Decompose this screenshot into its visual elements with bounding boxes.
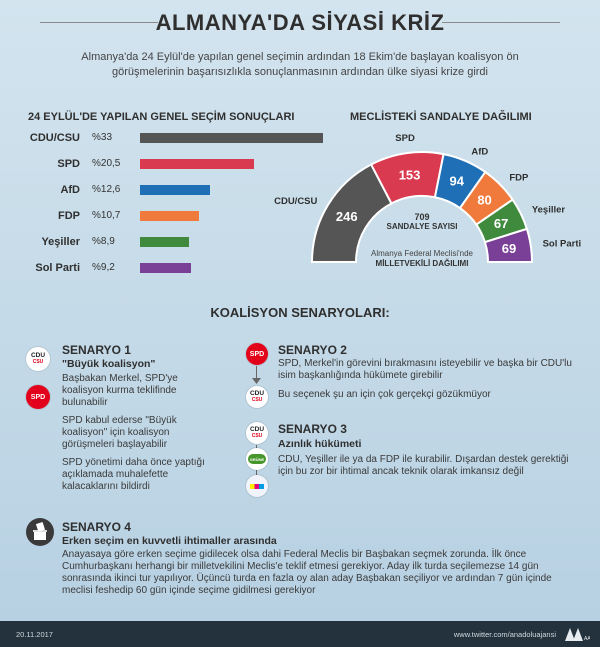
fdp-logo bbox=[246, 475, 268, 497]
scenario-1-subtitle: "Büyük koalisyon" bbox=[62, 358, 156, 370]
seat-total-label: SANDALYE SAYISI bbox=[386, 222, 458, 231]
scenario-3-subtitle: Azınlık hükümeti bbox=[278, 438, 362, 450]
page-title: ALMANYA'DA SİYASİ KRİZ bbox=[155, 10, 445, 35]
bar-percent-label: %9,2 bbox=[92, 262, 115, 273]
scenario-1-text-3: SPD yönetimi daha önce yaptığı açıklamad… bbox=[62, 457, 205, 492]
seat-value-label: 153 bbox=[399, 167, 421, 182]
footer-date: 20.11.2017 bbox=[16, 630, 53, 639]
gruene-logo: GRÜNE bbox=[246, 448, 268, 470]
bar-party-label: Yeşiller bbox=[41, 236, 80, 248]
bar-mark bbox=[140, 185, 210, 195]
spd-logo-text: SPD bbox=[30, 393, 46, 401]
cdu-csu-logo: CDU CSU bbox=[26, 347, 50, 371]
seat-party-label: SPD bbox=[395, 133, 415, 144]
parliament-heading: MECLİSTEKİ SANDALYE DAĞILIMI bbox=[350, 111, 532, 123]
seat-party-label: AfD bbox=[471, 147, 488, 158]
csu-logo-text: CSU bbox=[32, 359, 44, 365]
bar-row: Yeşiller %8,9 bbox=[26, 235, 316, 251]
bar-mark bbox=[140, 263, 192, 273]
scenario-2-csu-logo-text: CSU bbox=[251, 397, 263, 403]
seat-value-label: 80 bbox=[477, 193, 491, 208]
scenario-2-text-1: SPD, Merkel'in görevini bırakmasını iste… bbox=[278, 358, 572, 381]
scenario-2-spd-logo-text: SPD bbox=[249, 350, 265, 358]
bar-mark bbox=[140, 159, 254, 169]
scenario-2-cdu-logo-text: CDU bbox=[249, 390, 265, 397]
scenario-3-title: SENARYO 3 bbox=[278, 422, 347, 436]
arrow-down-icon bbox=[252, 378, 261, 384]
agency-logo-text: AA bbox=[584, 636, 590, 642]
scenario-3-cdu-logo: CDU CSU bbox=[246, 422, 268, 444]
scenario-2-title: SENARYO 2 bbox=[278, 343, 347, 357]
bar-percent-label: %33 bbox=[92, 132, 113, 143]
bar-party-label: AfD bbox=[60, 184, 80, 196]
cdu-logo-text: CDU bbox=[30, 352, 46, 359]
election-heading: 24 EYLÜL'DE YAPILAN GENEL SEÇİM SONUÇLAR… bbox=[28, 111, 295, 123]
seat-total-number: 709 bbox=[414, 212, 430, 222]
title-rule-left bbox=[40, 22, 158, 23]
bar-percent-label: %8,9 bbox=[92, 236, 115, 247]
scenario-2-text-2: Bu seçenek şu an için çok gerçekçi gözük… bbox=[278, 389, 491, 400]
bar-party-label: CDU/CSU bbox=[29, 132, 80, 144]
scenario-4-subtitle: Erken seçim en kuvvetli ihtimaller arası… bbox=[62, 535, 277, 547]
seat-note-line1: Almanya Federal Meclisi'nde bbox=[370, 249, 473, 258]
scenario-4-title: SENARYO 4 bbox=[62, 520, 131, 534]
bar-mark bbox=[140, 211, 200, 221]
seat-note-line2: MİLLETVEKİLİ DAĞILIMI bbox=[375, 259, 469, 268]
scenarios-heading: KOALİSYON SENARYOLARI: bbox=[210, 305, 390, 320]
bar-party-label: FDP bbox=[58, 210, 80, 222]
seat-party-label: Sol Parti bbox=[543, 239, 582, 250]
seat-party-label: CDU/CSU bbox=[274, 196, 317, 207]
seat-value-label: 94 bbox=[449, 174, 464, 189]
scenario-3-csu-logo-text: CSU bbox=[251, 433, 263, 439]
scenario-4-text: Anayasaya göre erken seçime gidilecek ol… bbox=[62, 549, 552, 596]
bar-row: FDP %10,7 bbox=[26, 209, 316, 225]
page-subtitle: Almanya'da 24 Eylül'de yapılan genel seç… bbox=[81, 51, 519, 78]
bar-row: Sol Parti %9,2 bbox=[26, 261, 316, 277]
spd-logo: SPD bbox=[26, 385, 50, 409]
seat-value-label: 246 bbox=[336, 209, 358, 224]
footer-bar: 20.11.2017 www.twitter.com/anadoluajansi… bbox=[0, 621, 600, 647]
ballot-box-icon bbox=[26, 518, 54, 546]
scenario-2-spd-logo: SPD bbox=[246, 343, 268, 365]
anadolu-agency-logo-icon: AA bbox=[565, 628, 590, 642]
bar-row: CDU/CSU %33 bbox=[26, 131, 323, 147]
seat-party-label: FDP bbox=[509, 173, 529, 184]
seat-distribution-chart: 246 CDU/CSU 153 SPD 94 AfD 80 FDP 67 Yeşiller 69 So… bbox=[274, 133, 582, 263]
scenario-1-text-2: SPD kabul ederse "Büyük koalisyon" için … bbox=[62, 415, 177, 450]
bar-percent-label: %20,5 bbox=[92, 158, 121, 169]
title-rule-right bbox=[442, 22, 560, 23]
bar-party-label: Sol Parti bbox=[35, 262, 80, 274]
seat-value-label: 69 bbox=[502, 241, 516, 256]
seat-party-label: Yeşiller bbox=[532, 204, 566, 215]
scenario-1-text-1: Başbakan Merkel, SPD'ye koalisyon kurma … bbox=[62, 373, 178, 408]
gruene-logo-text: GRÜNE bbox=[249, 456, 265, 462]
bar-mark bbox=[140, 237, 190, 247]
bar-row: AfD %12,6 bbox=[26, 183, 316, 199]
scenario-3-cdu-logo-text: CDU bbox=[249, 426, 265, 433]
seat-value-label: 67 bbox=[494, 216, 508, 231]
scenario-3-text: CDU, Yeşiller ile ya da FDP ile kurabili… bbox=[278, 454, 569, 477]
bar-party-label: SPD bbox=[57, 158, 80, 170]
scenario-2-arrow-line bbox=[256, 366, 257, 380]
seat-segment bbox=[483, 227, 534, 263]
bar-percent-label: %12,6 bbox=[92, 184, 121, 195]
bar-percent-label: %10,7 bbox=[92, 210, 121, 221]
scenario-1-title: SENARYO 1 bbox=[62, 343, 131, 357]
footer-twitter-link[interactable]: www.twitter.com/anadoluajansi bbox=[453, 630, 556, 639]
bar-mark bbox=[140, 133, 323, 143]
bar-row: SPD %20,5 bbox=[26, 157, 316, 173]
scenario-2-cdu-logo: CDU CSU bbox=[246, 386, 268, 408]
